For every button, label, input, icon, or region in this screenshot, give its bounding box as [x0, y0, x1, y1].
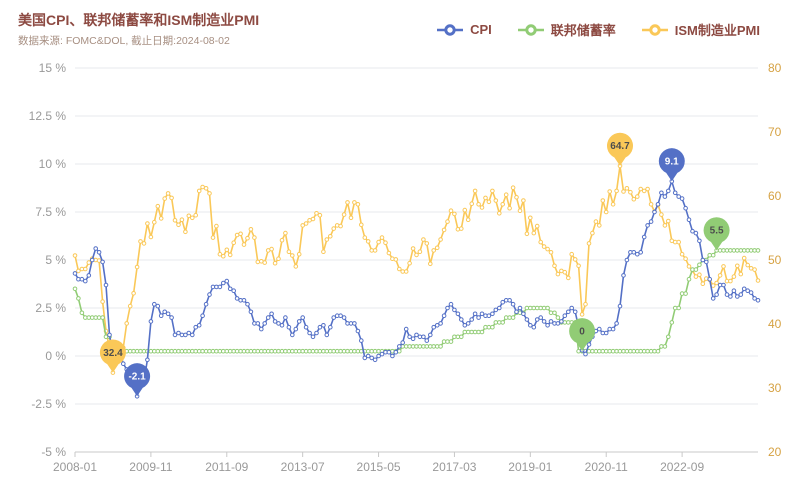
legend-label-cpi: CPI	[470, 22, 492, 37]
left-axis-tick-label: 0 %	[45, 349, 66, 363]
legend-label-ism: ISM制造业PMI	[674, 23, 760, 38]
right-axis-tick-label: 70	[768, 125, 782, 139]
left-axis-tick-label: 2.5 %	[35, 301, 66, 315]
legend: CPI 联邦储蓄率 ISM制造业PMI	[437, 20, 760, 39]
x-axis-tick-label: 2008-01	[53, 460, 97, 474]
series-markers-fed	[72, 248, 761, 354]
legend-label-fed: 联邦储蓄率	[550, 23, 616, 38]
right-axis-tick-label: 60	[768, 189, 782, 203]
x-axis-tick-label: 2013-07	[281, 460, 325, 474]
left-axis-tick-label: 10 %	[39, 157, 67, 171]
markpoint-label-ism-min: 32.4	[103, 348, 123, 359]
x-axis-tick-label: 2011-09	[205, 460, 248, 474]
fed-line-marker-icon	[517, 23, 544, 36]
left-axis-tick-label: 7.5 %	[35, 205, 66, 219]
markpoint-ism-min: 32.4	[99, 339, 126, 373]
cpi-line-marker-icon	[437, 23, 464, 36]
left-axis-tick-label: -2.5 %	[31, 397, 66, 411]
markpoint-label-fed-min: 0	[579, 327, 585, 338]
x-axis-tick-label: 2019-01	[508, 460, 552, 474]
chart-subtitle: 数据来源: FOMC&DOL, 截止日期:2024-08-02	[18, 34, 230, 47]
x-axis-tick-label: 2015-05	[357, 460, 401, 474]
right-axis-tick-label: 40	[768, 317, 782, 331]
markpoint-label-ism-max: 64.7	[610, 141, 630, 152]
x-axis-tick-label: 2017-03	[432, 460, 476, 474]
chart-title: 美国CPI、联邦储蓄率和ISM制造业PMI	[18, 12, 260, 28]
chart-header: 美国CPI、联邦储蓄率和ISM制造业PMI 数据来源: FOMC&DOL, 截止…	[18, 12, 259, 48]
right-axis-tick-label: 30	[768, 381, 782, 395]
left-axis-tick-label: 12.5 %	[29, 109, 67, 123]
left-axis-tick-label: -5 %	[41, 445, 66, 459]
x-axis-tick-label: 2022-09	[660, 460, 704, 474]
markpoint-label-cpi-max: 9.1	[665, 157, 679, 168]
markpoint-label-cpi-min: -2.1	[128, 372, 146, 383]
markpoint-cpi-min: -2.1	[124, 363, 151, 397]
right-axis-tick-label: 20	[768, 445, 782, 459]
markpoint-fed-min: 0	[569, 318, 596, 352]
markpoint-label-fed-max: 5.5	[710, 226, 724, 237]
legend-item-ism[interactable]: ISM制造业PMI	[641, 20, 760, 39]
legend-item-fed[interactable]: 联邦储蓄率	[517, 20, 616, 39]
series-line-ism	[74, 165, 759, 374]
right-axis-tick-label: 50	[768, 253, 782, 267]
x-axis-tick-label: 2009-11	[129, 460, 172, 474]
left-axis-tick-label: 5 %	[45, 253, 66, 267]
ism-line-marker-icon	[641, 23, 668, 36]
legend-item-cpi[interactable]: CPI	[437, 22, 492, 37]
series-markers-ism	[72, 163, 761, 375]
markpoint-ism-max: 64.7	[607, 132, 634, 166]
left-axis-tick-label: 15 %	[39, 61, 67, 75]
right-axis-tick-label: 80	[768, 61, 782, 75]
x-axis-tick-label: 2020-11	[585, 460, 628, 474]
markpoint-fed-max: 5.5	[703, 217, 730, 251]
markpoint-cpi-max: 9.1	[658, 148, 685, 182]
